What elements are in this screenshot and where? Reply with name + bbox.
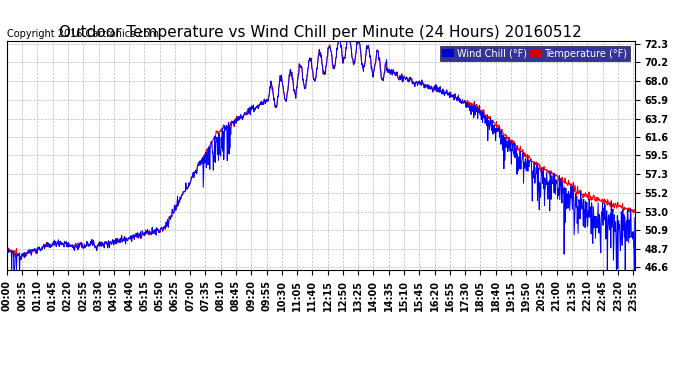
Title: Outdoor Temperature vs Wind Chill per Minute (24 Hours) 20160512: Outdoor Temperature vs Wind Chill per Mi…: [59, 25, 582, 40]
Text: Copyright 2016 Cartronics.com: Copyright 2016 Cartronics.com: [7, 29, 159, 39]
Legend: Wind Chill (°F), Temperature (°F): Wind Chill (°F), Temperature (°F): [440, 46, 630, 61]
